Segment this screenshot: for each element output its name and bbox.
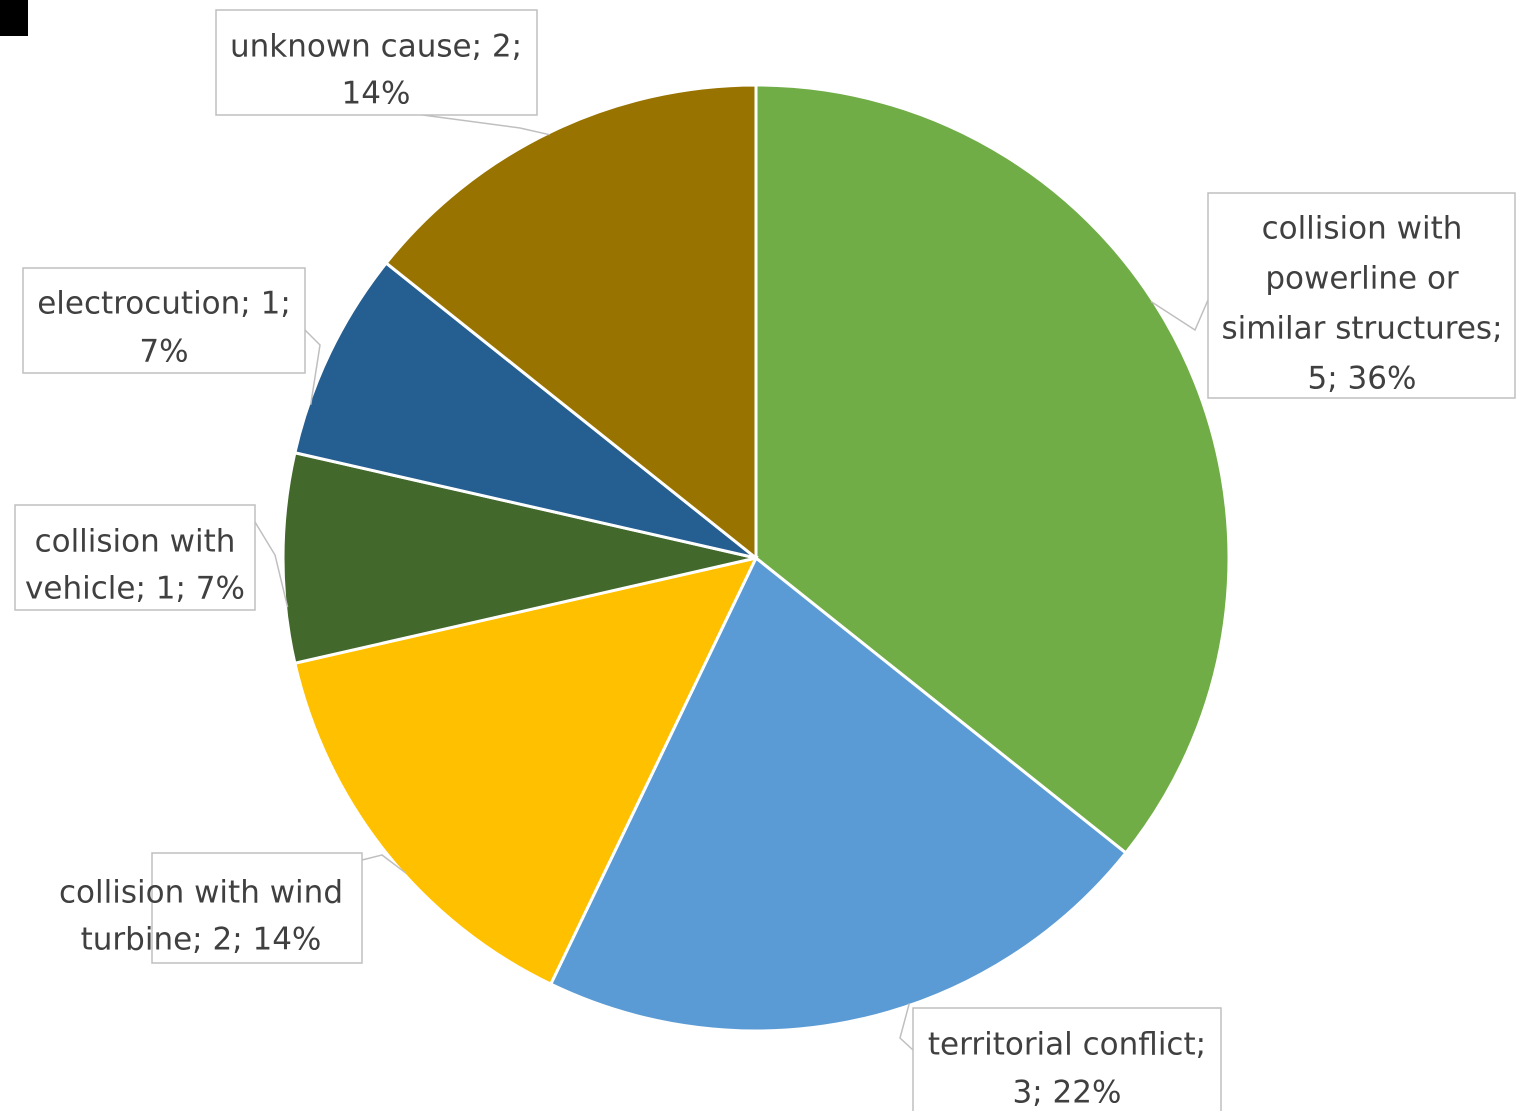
pie-slice-6 <box>384 83 758 562</box>
leader-line-6 <box>399 111 550 136</box>
leader-line-3 <box>361 854 407 874</box>
data-label-4-line-2: vehicle; 1; 7% <box>25 571 245 607</box>
data-label-1-line-4: 5; 36% <box>1308 361 1417 397</box>
data-label-box-5 <box>22 267 306 374</box>
data-label-1-line-3: similar structures; <box>1221 311 1502 347</box>
data-label-box-4 <box>14 504 256 611</box>
leader-line-4 <box>254 521 289 608</box>
leader-line-5 <box>304 329 321 405</box>
data-label-2-line-1: territorial conflict; <box>928 1027 1206 1063</box>
data-label-2-line-2: 3; 22% <box>1013 1075 1122 1111</box>
data-label-box-6 <box>215 9 538 116</box>
data-label-3-line-2: turbine; 2; 14% <box>81 922 322 958</box>
data-label-1-line-1: collision with <box>1262 211 1463 247</box>
leader-lines <box>254 111 1209 1051</box>
data-label-3-line-1: collision with wind <box>59 875 343 911</box>
pie-slice-2 <box>548 555 1128 1033</box>
data-label-box-2 <box>912 1007 1222 1111</box>
data-labels: collision with powerline or similar struct… <box>14 9 1516 1111</box>
data-label-6-line-1: unknown cause; 2; <box>230 29 522 65</box>
pie-slice-4 <box>281 450 757 666</box>
data-label-5-line-1: electrocution; 1; <box>37 286 291 322</box>
data-label-5-line-2: 7% <box>139 334 188 370</box>
pie-slices <box>281 83 1231 1033</box>
pie-slice-5 <box>293 260 757 560</box>
data-label-1-line-2: powerline or <box>1265 261 1459 297</box>
pie-slice-3 <box>293 555 759 987</box>
leader-line-2 <box>899 1003 914 1051</box>
data-label-4-line-1: collision with <box>35 524 236 560</box>
data-label-6-line-2: 14% <box>342 76 411 112</box>
corner-marker <box>0 0 28 36</box>
data-label-box-3 <box>151 852 363 964</box>
leader-line-1 <box>1150 299 1209 332</box>
data-label-box-1 <box>1207 192 1516 399</box>
pie-slice-1 <box>754 83 1231 856</box>
